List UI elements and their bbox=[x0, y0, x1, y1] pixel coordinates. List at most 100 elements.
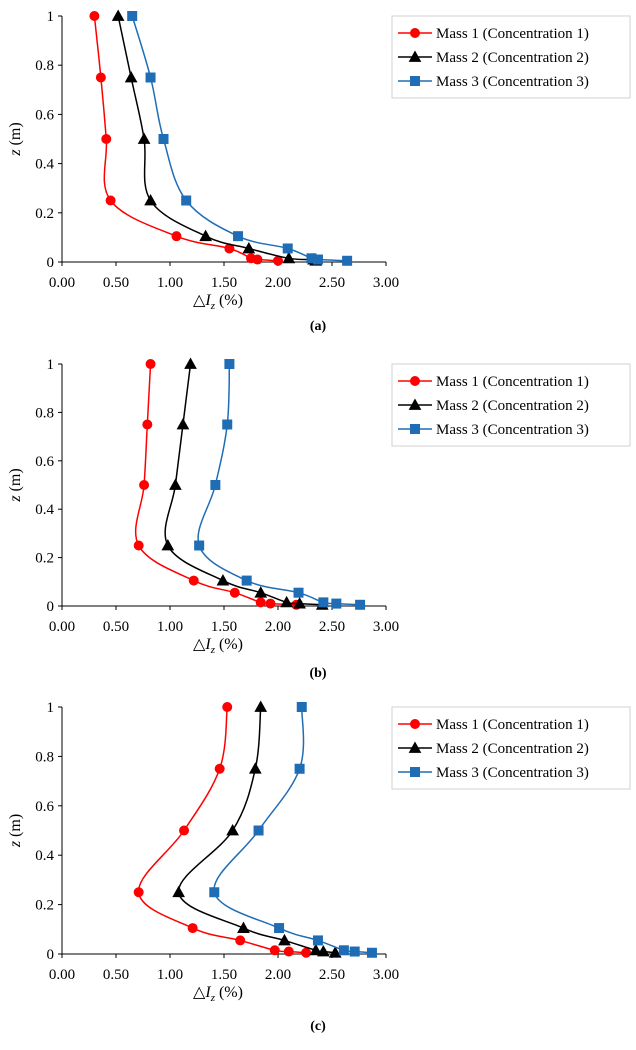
data-point-series-2 bbox=[309, 943, 323, 956]
data-point-series-1 bbox=[139, 480, 150, 490]
y-tick-label: 0 bbox=[47, 947, 55, 963]
legend-label-2: Mass 2 (Concentration 2) bbox=[436, 398, 589, 414]
x-axis-label-sub: z bbox=[210, 300, 216, 312]
data-point-series-2 bbox=[328, 946, 342, 958]
data-point-series-1 bbox=[283, 946, 294, 957]
data-point-series-2 bbox=[111, 9, 125, 21]
panel-a: 0 0.2 0.4 0.6 0.8 1 0.00 0.50 1.00 1.50 2.00 2.50 3.… bbox=[7, 9, 631, 334]
legend-label-3: Mass 3 (Concentration 3) bbox=[436, 765, 589, 781]
data-point-series-3 bbox=[293, 587, 304, 598]
data-point-series-2 bbox=[216, 574, 230, 586]
x-tick-label: 1.50 bbox=[211, 619, 237, 635]
panel-label: (a) bbox=[310, 319, 327, 334]
x-tick-label: 0.50 bbox=[103, 275, 129, 291]
data-point-series-2 bbox=[248, 762, 262, 774]
data-point-series-3 bbox=[294, 763, 305, 774]
x-tick-label: 1.50 bbox=[211, 967, 237, 983]
legend-label-3: Mass 3 (Concentration 3) bbox=[436, 74, 589, 90]
x-axis-label-prefix: △ bbox=[193, 292, 206, 309]
data-point-series-1 bbox=[188, 575, 199, 586]
data-point-series-1 bbox=[133, 887, 144, 898]
legend-marker-1 bbox=[410, 719, 420, 729]
data-point-series-2 bbox=[172, 885, 185, 898]
data-point-series-1 bbox=[301, 947, 312, 958]
data-point-series-2 bbox=[226, 823, 239, 836]
series-line-1 bbox=[137, 706, 307, 954]
y-tick-label: 0 bbox=[47, 599, 55, 615]
x-axis-label-var: I bbox=[204, 636, 211, 653]
x-tick-label: 2.00 bbox=[265, 275, 291, 291]
x-tick-label: 2.50 bbox=[319, 275, 345, 291]
data-point-series-1 bbox=[133, 540, 144, 551]
series-line-1 bbox=[93, 15, 279, 262]
legend-label-2: Mass 2 (Concentration 2) bbox=[436, 741, 589, 757]
x-axis-label-prefix: △ bbox=[193, 984, 206, 1001]
data-point-series-1 bbox=[105, 195, 116, 206]
y-axis-label-unit: (m) bbox=[7, 122, 24, 149]
data-point-series-3 bbox=[349, 946, 360, 957]
legend-marker-2 bbox=[408, 741, 422, 753]
y-tick-label: 1 bbox=[47, 357, 55, 373]
data-point-series-2 bbox=[237, 921, 250, 933]
data-point-series-2 bbox=[254, 586, 268, 598]
data-point-series-3 bbox=[274, 923, 285, 934]
data-point-series-2 bbox=[137, 132, 151, 144]
data-point-series-1 bbox=[222, 702, 233, 712]
y-axis-label-var: z bbox=[7, 840, 24, 848]
data-point-series-3 bbox=[355, 599, 366, 610]
panel-label: (b) bbox=[309, 666, 326, 681]
data-point-series-2 bbox=[293, 597, 306, 609]
y-tick-label: 0.8 bbox=[35, 749, 54, 765]
data-point-series-2 bbox=[169, 478, 182, 490]
x-tick-label: 0.00 bbox=[49, 619, 75, 635]
data-point-series-3 bbox=[253, 825, 264, 836]
x-tick-label: 0.50 bbox=[103, 619, 129, 635]
data-point-series-3 bbox=[338, 945, 349, 956]
legend-label-1: Mass 1 (Concentration 1) bbox=[436, 26, 589, 42]
y-axis-label-unit: (m) bbox=[7, 814, 24, 841]
data-point-series-2 bbox=[317, 945, 330, 957]
x-tick-label: 2.00 bbox=[265, 619, 291, 635]
data-point-series-3 bbox=[224, 359, 235, 369]
data-point-series-3 bbox=[312, 254, 323, 265]
y-tick-label: 0.2 bbox=[35, 206, 54, 222]
y-tick-label: 1 bbox=[47, 9, 55, 25]
x-axis-label: △Iz (%) bbox=[193, 984, 243, 1004]
y-tick-label: 0.6 bbox=[35, 454, 54, 470]
x-axis-label-unit: (%) bbox=[215, 984, 243, 1001]
data-point-series-3 bbox=[296, 702, 307, 712]
y-axis-label-unit: (m) bbox=[7, 468, 24, 495]
data-point-series-2 bbox=[176, 417, 190, 430]
data-point-series-1 bbox=[255, 597, 266, 608]
data-point-series-1 bbox=[171, 231, 182, 242]
series-line-3 bbox=[197, 363, 361, 606]
data-point-series-2 bbox=[144, 193, 157, 206]
x-axis-label: △Iz (%) bbox=[193, 636, 243, 656]
x-tick-label: 2.50 bbox=[319, 967, 345, 983]
y-tick-label: 0.8 bbox=[35, 58, 54, 74]
y-axis-label-var: z bbox=[7, 149, 24, 157]
y-tick-label: 0.4 bbox=[35, 848, 54, 864]
y-tick-label: 1 bbox=[47, 700, 55, 716]
legend-box bbox=[391, 15, 631, 99]
data-point-series-2 bbox=[242, 241, 256, 254]
x-tick-label: 3.00 bbox=[373, 967, 399, 983]
y-axis-label: z (m) bbox=[7, 468, 24, 502]
legend: Mass 1 (Concentration 1) Mass 2 (Concentr… bbox=[391, 15, 631, 99]
series-line-2 bbox=[164, 363, 323, 606]
panel-c: 0 0.2 0.4 0.6 0.8 1 0.00 0.50 1.00 1.50 2.00 2.50 3.… bbox=[7, 700, 631, 1034]
data-point-series-1 bbox=[179, 825, 190, 836]
panel-label: (c) bbox=[310, 1019, 326, 1034]
x-tick-label: 1.50 bbox=[211, 275, 237, 291]
data-point-series-2 bbox=[254, 700, 268, 712]
data-point-series-1 bbox=[214, 763, 225, 774]
legend-label-3: Mass 3 (Concentration 3) bbox=[436, 422, 589, 438]
x-tick-label: 0.00 bbox=[49, 275, 75, 291]
data-point-series-3 bbox=[342, 255, 353, 266]
data-point-series-1 bbox=[273, 255, 283, 266]
y-tick-label: 0.8 bbox=[35, 405, 54, 421]
y-tick-label: 0.6 bbox=[35, 107, 54, 123]
x-axis-label-unit: (%) bbox=[215, 292, 243, 309]
y-tick-label: 0 bbox=[47, 255, 55, 271]
